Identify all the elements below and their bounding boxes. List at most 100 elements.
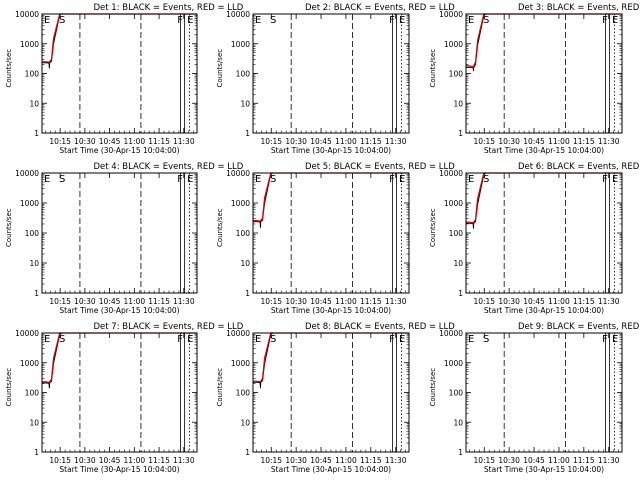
y-tick-label: 10 [453,418,463,427]
panel-det-8: Det 8: BLACK = Events, RED = LLD Counts/s… [216,322,455,474]
x-tick-label: 11:30 [598,137,620,146]
y-tick-label: 1 [34,448,39,457]
y-tick-label: 10 [29,99,39,108]
marker-letter: E [468,334,474,345]
x-tick-label: 10:30 [285,456,307,465]
y-tick-label: 1 [458,289,463,298]
x-tick-label: 11:00 [548,456,570,465]
y-tick-label: 100 [449,70,464,79]
y-tick-label: 10 [240,99,250,108]
x-tick-label: 10:45 [523,456,545,465]
marker-letter: F [602,174,608,185]
x-tick-label: 11:30 [173,297,195,306]
x-tick-label: 11:00 [124,137,146,146]
marker-letter: E [44,334,50,345]
x-axis-label: Start Time (30-Apr-15 10:04:00) [484,306,604,315]
lld-series-line [466,172,622,224]
x-tick-label: 11:00 [335,456,357,465]
plot-frame [465,172,623,294]
x-tick-label: 10:15 [49,137,71,146]
panel-title: Det 3: BLACK = Events, RED = LLD [518,3,640,13]
x-axis-label: Start Time (30-Apr-15 10:04:00) [271,146,391,155]
x-tick-label: 11:15 [360,297,382,306]
y-tick-label: 1000 [231,359,250,368]
panel-title: Det 6: BLACK = Events, RED = LLD [518,162,640,172]
marker-letter: S [483,334,489,345]
y-tick-label: 1 [245,289,250,298]
y-tick-label: 1 [245,129,250,138]
x-tick-label: 11:15 [360,456,382,465]
y-tick-label: 100 [236,70,251,79]
marker-letter: F [602,15,608,26]
panel-title: Det 8: BLACK = Events, RED = LLD [305,322,455,332]
marker-letter: E [44,15,50,26]
x-tick-label: 10:45 [523,297,545,306]
marker-letter: E [187,174,193,185]
panel-title: Det 7: BLACK = Events, RED = LLD [94,322,244,332]
panel-det-2: Det 2: BLACK = Events, RED = LLD Counts/s… [216,3,455,155]
x-tick-label: 11:15 [573,456,595,465]
x-tick-label: 11:00 [548,297,570,306]
lld-series-line [253,332,409,383]
y-tick-label: 10000 [439,329,463,338]
y-tick-label: 10000 [439,169,463,178]
events-series-line [253,172,409,228]
y-tick-label: 10000 [439,10,463,19]
y-axis-label: Counts/sec [216,49,224,88]
x-tick-label: 10:45 [310,297,332,306]
y-axis-label: Counts/sec [216,368,224,407]
x-tick-label: 10:30 [74,297,96,306]
x-tick-label: 10:30 [74,456,96,465]
y-tick-label: 100 [449,389,464,398]
y-tick-label: 1000 [20,359,39,368]
y-tick-label: 10000 [226,329,250,338]
marker-letter: F [177,334,183,345]
x-tick-label: 10:30 [285,297,307,306]
x-tick-label: 10:45 [99,137,121,146]
x-tick-label: 11:00 [548,137,570,146]
y-tick-label: 10 [240,418,250,427]
x-tick-label: 11:30 [173,137,195,146]
marker-letter: S [270,174,276,185]
marker-letter: E [399,174,405,185]
x-tick-label: 11:15 [573,297,595,306]
plot-frame [465,332,623,453]
marker-letter: E [44,174,50,185]
marker-letter: S [59,334,65,345]
marker-letter: F [389,15,395,26]
x-tick-label: 10:45 [99,456,121,465]
x-tick-label: 10:15 [473,456,495,465]
y-tick-label: 1 [458,448,463,457]
y-axis-label: Counts/sec [5,208,13,247]
lld-series-line [466,13,622,68]
y-tick-label: 1000 [444,359,463,368]
y-tick-label: 10 [453,99,463,108]
y-tick-label: 10 [29,418,39,427]
x-axis-label: Start Time (30-Apr-15 10:04:00) [484,465,604,474]
y-axis-label: Counts/sec [5,368,13,407]
y-tick-label: 1 [245,448,250,457]
x-tick-label: 11:15 [360,137,382,146]
x-tick-label: 11:30 [385,297,407,306]
plot-frame [41,172,198,294]
marker-letter: F [602,334,608,345]
y-tick-label: 1 [34,289,39,298]
y-tick-label: 10 [29,259,39,268]
x-tick-label: 11:15 [148,137,170,146]
panel-det-6: Det 6: BLACK = Events, RED = LLD Counts/s… [429,162,640,315]
y-axis-label: Counts/sec [429,368,437,407]
x-tick-label: 10:30 [498,456,520,465]
panel-title: Det 2: BLACK = Events, RED = LLD [305,3,455,13]
y-tick-label: 10000 [15,329,39,338]
y-tick-label: 1000 [444,40,463,49]
x-tick-label: 10:15 [260,137,282,146]
x-tick-label: 10:30 [74,137,96,146]
y-axis-label: Counts/sec [5,49,13,88]
panel-det-7: Det 7: BLACK = Events, RED = LLD Counts/s… [5,322,244,474]
y-tick-label: 1 [34,129,39,138]
y-tick-label: 100 [25,229,40,238]
marker-letter: E [468,15,474,26]
y-tick-label: 1000 [20,40,39,49]
